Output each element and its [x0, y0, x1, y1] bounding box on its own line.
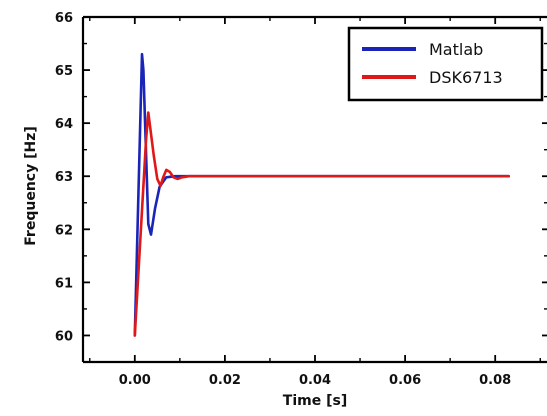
y-tick-label: 64 — [55, 117, 73, 132]
y-tick-label: 60 — [55, 329, 73, 344]
x-tick-label: 0.06 — [389, 373, 421, 388]
y-axis-title: Frequency [Hz] — [23, 126, 39, 245]
y-axis: 60 61 62 63 64 65 66 — [55, 11, 547, 344]
legend-label: DSK6713 — [429, 68, 503, 87]
series-line-dsk6713 — [133, 111, 511, 337]
x-tick-label: 0.02 — [209, 373, 241, 388]
y-tick-label: 61 — [55, 276, 73, 291]
x-tick-label: 0.08 — [479, 373, 511, 388]
y-tick-label: 66 — [55, 11, 73, 26]
legend: Matlab DSK6713 — [347, 26, 544, 102]
y-tick-label: 62 — [55, 223, 73, 238]
x-axis-title: Time [s] — [283, 393, 347, 409]
y-tick-label: 65 — [55, 64, 73, 79]
x-tick-label: 0.04 — [299, 373, 331, 388]
legend-label: Matlab — [429, 40, 483, 59]
series-layer — [133, 52, 511, 337]
x-axis: 0.00 0.02 0.04 0.06 0.08 — [89, 17, 541, 388]
legend-box — [347, 26, 544, 102]
x-tick-label: 0.00 — [119, 373, 151, 388]
y-tick-label: 63 — [55, 170, 73, 185]
